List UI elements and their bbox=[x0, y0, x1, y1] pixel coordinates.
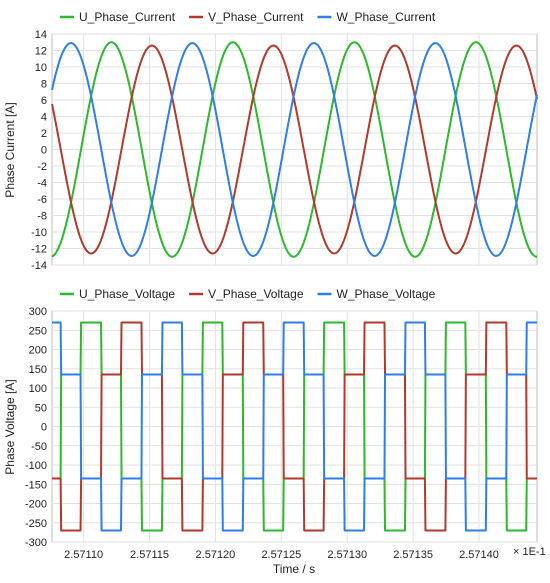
series-voltage bbox=[51, 321, 538, 532]
series-line-w-phase-voltage bbox=[51, 321, 538, 532]
legend-item-w-phase-voltage: W_Phase_Voltage bbox=[317, 287, 436, 301]
y-axis-label-voltage: Phase Voltage [A] bbox=[3, 379, 17, 474]
series-current bbox=[51, 41, 538, 258]
x-ticks-voltage: 2.57110 2.57115 2.57120 2.57125 2.57130 2.571… bbox=[64, 549, 499, 561]
x-tick-label: 2.57125 bbox=[261, 549, 301, 561]
legend-label: W_Phase_Voltage bbox=[337, 287, 436, 301]
y-tick-label: -300 bbox=[25, 537, 47, 549]
y-tick-label: -6 bbox=[37, 194, 47, 206]
y-tick-label: 0 bbox=[41, 422, 47, 434]
y-tick-label: -50 bbox=[31, 441, 47, 453]
y-tick-label: 200 bbox=[29, 345, 47, 357]
y-tick-label: -100 bbox=[25, 460, 47, 472]
y-tick-label: 300 bbox=[29, 306, 47, 318]
x-axis-multiplier-label: × 1E-1 bbox=[513, 546, 546, 558]
legend-item-u-phase-voltage: U_Phase_Voltage bbox=[60, 287, 175, 301]
y-tick-label: -150 bbox=[25, 479, 47, 491]
y-tick-label: 150 bbox=[29, 364, 47, 376]
series-line-w-phase-current bbox=[51, 42, 538, 257]
grid-current bbox=[52, 33, 537, 266]
legend-label: V_Phase_Current bbox=[208, 10, 304, 24]
legend-item-v-phase-voltage: V_Phase_Voltage bbox=[189, 287, 304, 301]
legend-label: U_Phase_Voltage bbox=[79, 287, 175, 301]
x-tick-label: 2.57110 bbox=[64, 549, 103, 561]
x-tick-label: 2.57120 bbox=[196, 549, 236, 561]
y-tick-label: 0 bbox=[41, 145, 47, 157]
y-tick-label: 250 bbox=[29, 325, 47, 337]
y-tick-label: 50 bbox=[35, 402, 47, 414]
series-line-u-phase-current bbox=[51, 41, 538, 258]
series-line-v-phase-current bbox=[51, 44, 538, 255]
y-tick-label: 4 bbox=[41, 112, 47, 124]
y-tick-label: 6 bbox=[41, 95, 47, 107]
legend-voltage: U_Phase_Voltage V_Phase_Voltage W_Phase_Vo… bbox=[60, 287, 436, 301]
legend-current: U_Phase_Current V_Phase_Current W_Phase_Cu… bbox=[60, 10, 436, 24]
y-tick-label: 10 bbox=[35, 62, 47, 74]
y-tick-label: 14 bbox=[35, 29, 47, 41]
y-tick-label: -8 bbox=[37, 211, 47, 223]
y-tick-label: -2 bbox=[37, 161, 47, 173]
legend-item-u-phase-current: U_Phase_Current bbox=[60, 10, 176, 24]
legend-label: W_Phase_Current bbox=[336, 10, 435, 24]
y-tick-label: -200 bbox=[25, 499, 47, 511]
legend-label: U_Phase_Current bbox=[79, 10, 176, 24]
y-tick-label: 2 bbox=[41, 128, 47, 140]
y-tick-label: -14 bbox=[31, 260, 47, 272]
legend-item-v-phase-current: V_Phase_Current bbox=[189, 10, 304, 24]
y-tick-label: 100 bbox=[29, 383, 47, 395]
phase-voltage-chart: 300 250 200 150 100 50 0 -50 -100 -150 -200 -250 -30… bbox=[3, 287, 546, 576]
x-axis-label: Time / s bbox=[273, 562, 315, 576]
y-tick-label: -10 bbox=[31, 227, 47, 239]
y-tick-label: 8 bbox=[41, 79, 47, 91]
x-tick-label: 2.57135 bbox=[393, 549, 433, 561]
y-tick-label: -250 bbox=[25, 518, 47, 530]
y-axis-label-current: Phase Current [A] bbox=[3, 102, 17, 197]
y-tick-label: -12 bbox=[31, 244, 47, 256]
x-tick-label: 2.57115 bbox=[130, 549, 169, 561]
y-ticks-current: 14 12 10 8 6 4 2 0 -2 -4 -6 -8 -10 -12 -14 bbox=[31, 29, 47, 272]
grid-voltage bbox=[52, 310, 537, 543]
legend-item-w-phase-current: W_Phase_Current bbox=[317, 10, 436, 24]
legend-label: V_Phase_Voltage bbox=[208, 287, 304, 301]
x-tick-label: 2.57130 bbox=[327, 549, 367, 561]
y-tick-label: 12 bbox=[35, 46, 47, 58]
y-tick-label: -4 bbox=[37, 178, 47, 190]
y-ticks-voltage: 300 250 200 150 100 50 0 -50 -100 -150 -200 -250 -30… bbox=[25, 306, 47, 549]
x-tick-label: 2.57140 bbox=[459, 549, 499, 561]
phase-current-chart: 14 12 10 8 6 4 2 0 -2 -4 -6 -8 -10 -12 -14 Phase Curre… bbox=[3, 10, 538, 272]
